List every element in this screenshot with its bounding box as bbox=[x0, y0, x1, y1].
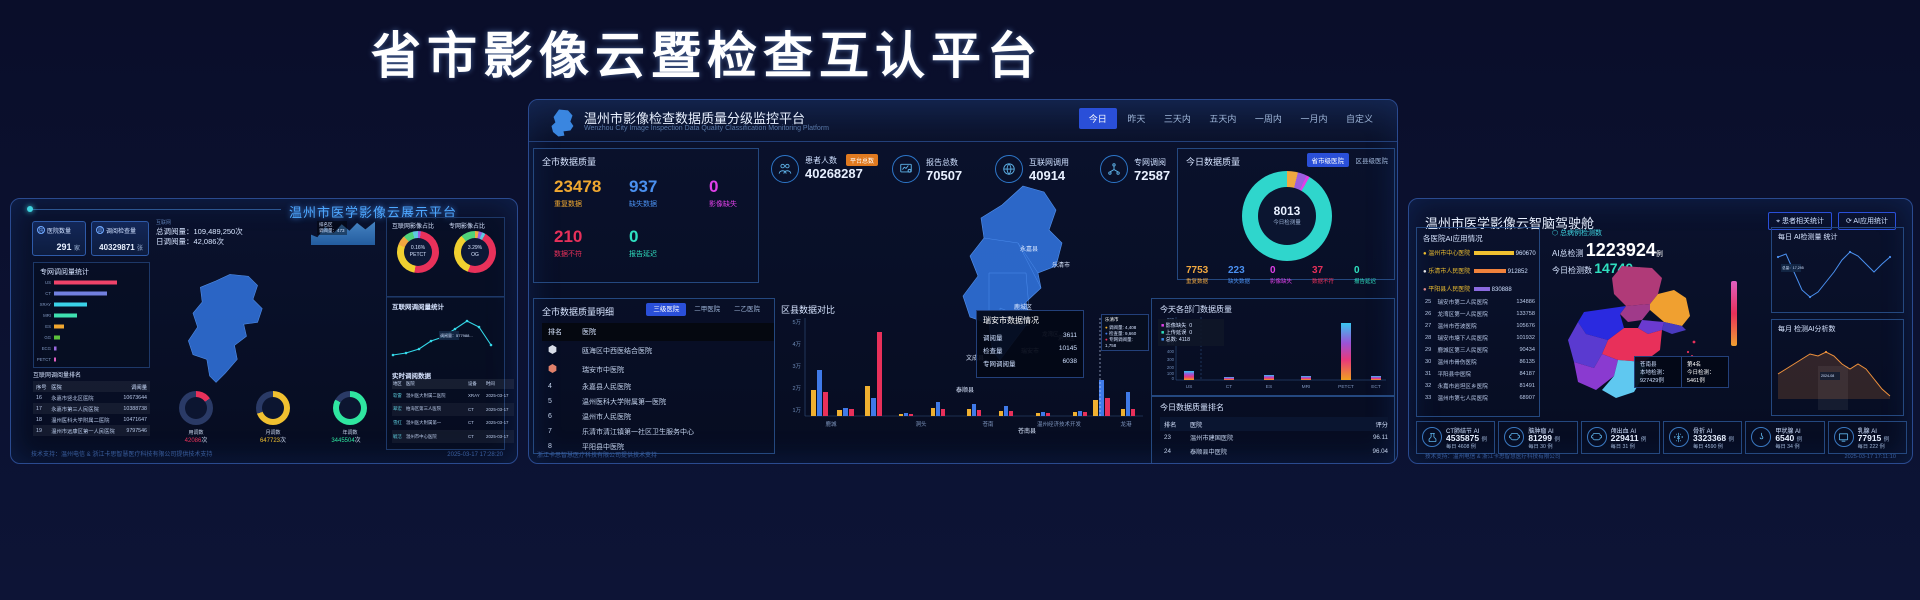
svg-text:ECG: ECG bbox=[42, 346, 52, 351]
svg-text:调阅量：577988...: 调阅量：577988... bbox=[440, 332, 473, 338]
svg-text:洞头: 洞头 bbox=[915, 420, 927, 428]
svg-text:200: 200 bbox=[1167, 365, 1175, 370]
svg-text:苍南: 苍南 bbox=[982, 420, 994, 428]
svg-text:龙港: 龙港 bbox=[1120, 420, 1132, 428]
svg-text:US: US bbox=[1186, 384, 1193, 390]
svg-text:ES: ES bbox=[45, 324, 51, 329]
svg-text:1万: 1万 bbox=[792, 407, 801, 414]
svg-text:0: 0 bbox=[1172, 376, 1175, 381]
svg-text:XRAY: XRAY bbox=[40, 302, 52, 307]
svg-text:MRI: MRI bbox=[1302, 384, 1311, 390]
svg-text:3万: 3万 bbox=[792, 363, 801, 370]
svg-text:MRI: MRI bbox=[43, 313, 51, 318]
svg-text:300: 300 bbox=[1167, 357, 1175, 362]
svg-text:鹿城: 鹿城 bbox=[825, 420, 837, 428]
svg-text:2万: 2万 bbox=[792, 385, 801, 392]
svg-text:CT: CT bbox=[1226, 384, 1232, 390]
svg-text:总量：17,295: 总量：17,295 bbox=[1782, 265, 1804, 270]
svg-text:5万: 5万 bbox=[792, 319, 801, 326]
svg-text:PETCT: PETCT bbox=[37, 357, 51, 362]
svg-text:PETCT: PETCT bbox=[1338, 384, 1354, 390]
svg-text:US: US bbox=[45, 280, 51, 285]
svg-text:ECT: ECT bbox=[1371, 384, 1381, 390]
svg-text:4万: 4万 bbox=[792, 341, 801, 348]
svg-text:ES: ES bbox=[1266, 384, 1272, 390]
svg-text:CT: CT bbox=[45, 291, 51, 296]
svg-text:2024-08: 2024-08 bbox=[1821, 374, 1834, 378]
svg-text:温州经济技术开发: 温州经济技术开发 bbox=[1037, 420, 1082, 428]
svg-text:400: 400 bbox=[1167, 349, 1175, 354]
svg-text:GG: GG bbox=[44, 335, 51, 340]
